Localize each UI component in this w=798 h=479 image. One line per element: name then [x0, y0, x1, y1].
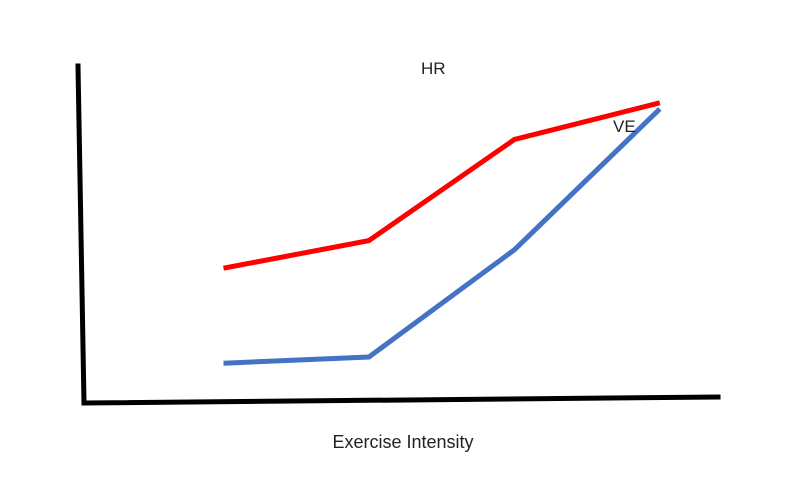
x-axis: [81, 394, 721, 406]
series-layer: [223, 100, 662, 366]
series-label-ve: VE: [613, 117, 636, 136]
series-label-hr: HR: [421, 59, 446, 78]
series-line-ve: [223, 107, 662, 366]
axes: [75, 63, 721, 406]
x-axis-label: Exercise Intensity: [332, 432, 473, 452]
label-layer: HR VE: [421, 59, 636, 136]
series-line-hr: [223, 100, 661, 271]
y-axis: [75, 63, 87, 406]
